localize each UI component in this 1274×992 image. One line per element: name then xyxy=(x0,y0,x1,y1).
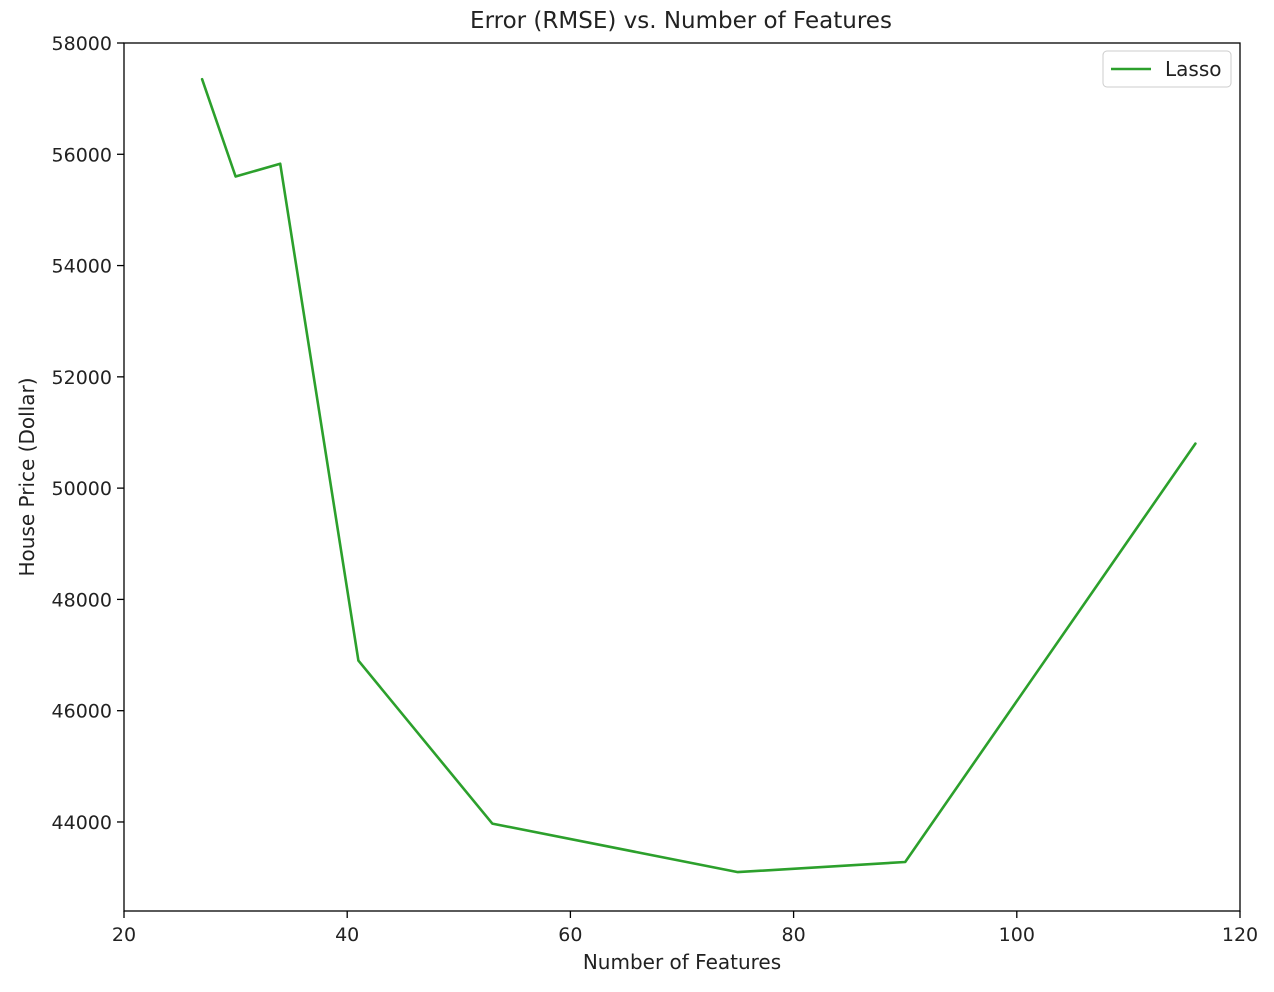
series-layer xyxy=(200,77,1197,874)
y-tick-label: 44000 xyxy=(52,812,112,834)
y-tick-label: 50000 xyxy=(52,478,112,500)
x-tick-label: 60 xyxy=(558,924,582,946)
y-tick-label: 56000 xyxy=(52,144,112,166)
legend: Lasso xyxy=(1102,50,1232,88)
x-tick-label: 20 xyxy=(112,924,136,946)
y-tick-label: 52000 xyxy=(52,367,112,389)
x-axis-title: Number of Features xyxy=(583,950,781,974)
y-tick-label: 46000 xyxy=(52,701,112,723)
x-tick-label: 40 xyxy=(335,924,359,946)
y-axis-ticks: 44000 46000 48000 50000 52000 54000 56000 58000 xyxy=(52,33,124,834)
x-tick-label: 100 xyxy=(999,924,1035,946)
legend-label-lasso: Lasso xyxy=(1165,57,1221,81)
plot-area-frame xyxy=(123,42,1241,912)
x-tick-label: 80 xyxy=(782,924,806,946)
y-tick-label: 54000 xyxy=(52,256,112,278)
legend-box xyxy=(1102,50,1232,88)
series-line-lasso xyxy=(200,77,1197,874)
y-tick-label: 58000 xyxy=(52,33,112,55)
chart-title: Error (RMSE) vs. Number of Features xyxy=(470,8,892,34)
x-axis-ticks: 20 40 60 80 100 120 xyxy=(112,911,1258,946)
y-tick-label: 48000 xyxy=(52,589,112,611)
x-tick-label: 120 xyxy=(1222,924,1258,946)
y-axis-title: House Price (Dollar) xyxy=(15,377,39,576)
